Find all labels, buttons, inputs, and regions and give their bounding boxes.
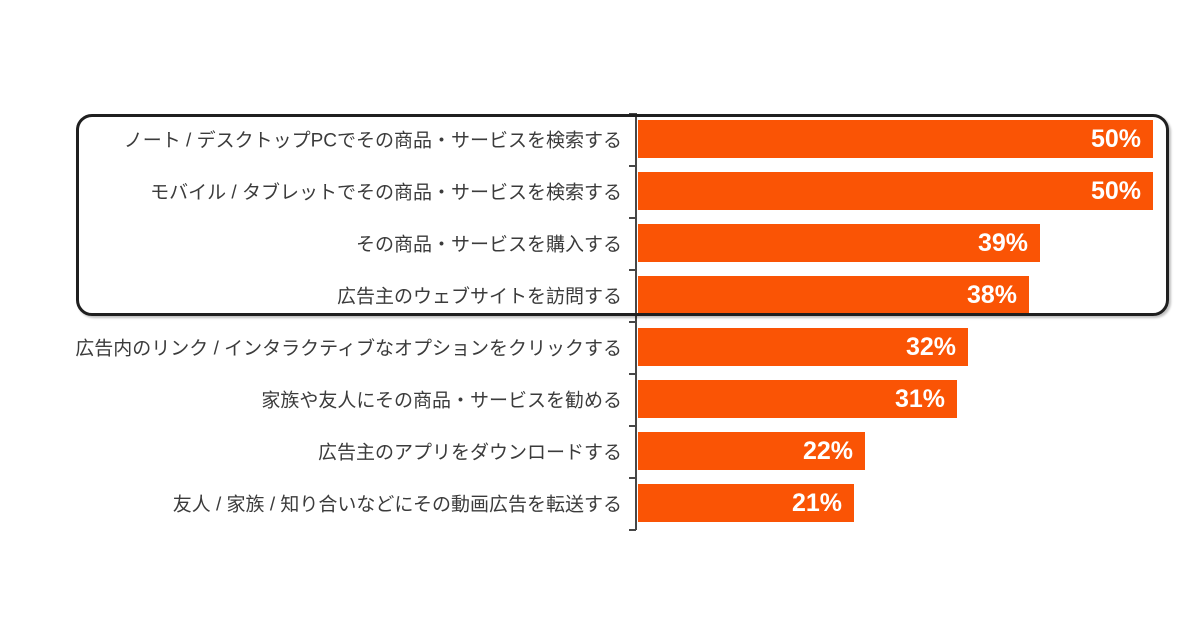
axis-tick (629, 425, 636, 427)
bar-row: 友人 / 家族 / 知り合いなどにその動画広告を転送する 21% (0, 477, 1200, 529)
bar-row: モバイル / タブレットでその商品・サービスを検索する 50% (0, 165, 1200, 217)
bar-row: 家族や友人にその商品・サービスを勧める 31% (0, 373, 1200, 425)
category-label: ノート / デスクトップPCでその商品・サービスを検索する (123, 130, 622, 152)
axis-tick (629, 373, 636, 375)
axis-tick (629, 529, 636, 531)
bar: 22% (638, 432, 865, 470)
bar-row: ノート / デスクトップPCでその商品・サービスを検索する 50% (0, 113, 1200, 165)
category-label: その商品・サービスを購入する (355, 234, 622, 256)
bar-value-label: 38% (966, 280, 1017, 309)
bar-row: その商品・サービスを購入する 39% (0, 217, 1200, 269)
axis-tick (629, 217, 636, 219)
category-label: 広告内のリンク / インタラクティブなオプションをクリックする (75, 338, 622, 360)
category-label: 家族や友人にその商品・サービスを勧める (261, 390, 622, 412)
category-label: モバイル / タブレットでその商品・サービスを検索する (150, 182, 622, 204)
bar: 50% (638, 172, 1153, 210)
category-label: 友人 / 家族 / 知り合いなどにその動画広告を転送する (172, 494, 622, 516)
category-label: 広告主のアプリをダウンロードする (317, 442, 622, 464)
bar: 32% (638, 328, 968, 366)
bar: 38% (638, 276, 1029, 314)
bar-value-label: 21% (791, 488, 842, 517)
bar: 21% (638, 484, 854, 522)
bar-row: 広告主のアプリをダウンロードする 22% (0, 425, 1200, 477)
bar-value-label: 31% (894, 384, 945, 413)
axis-tick (629, 269, 636, 271)
category-axis-line (635, 113, 637, 530)
bar-value-label: 39% (977, 228, 1028, 257)
bar-value-label: 50% (1090, 124, 1141, 153)
bar-value-label: 50% (1090, 176, 1141, 205)
bar-value-label: 32% (905, 332, 956, 361)
bar-value-label: 22% (802, 436, 853, 465)
axis-tick (629, 477, 636, 479)
bar: 50% (638, 120, 1153, 158)
bar: 39% (638, 224, 1040, 262)
bar: 31% (638, 380, 957, 418)
bar-row: 広告内のリンク / インタラクティブなオプションをクリックする 32% (0, 321, 1200, 373)
axis-tick (629, 165, 636, 167)
category-label: 広告主のウェブサイトを訪問する (336, 286, 622, 308)
bar-row: 広告主のウェブサイトを訪問する 38% (0, 269, 1200, 321)
axis-tick (629, 321, 636, 323)
